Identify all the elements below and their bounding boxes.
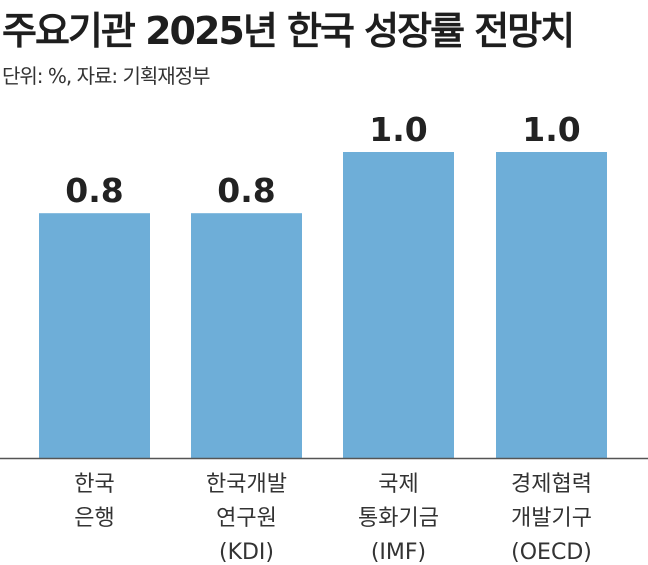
category-label-3-line-2: 통화기금 (358, 506, 439, 531)
value-label-2: 0.8 (217, 171, 275, 210)
category-label-3-line-1: 국제 (378, 472, 418, 497)
bar-3 (343, 152, 454, 458)
chart-subtitle: 단위: %, 자료: 기획재정부 (2, 64, 211, 88)
category-label-4-line-2: 개발기구 (511, 506, 592, 531)
category-label-2-line-3: (KDI) (219, 540, 274, 565)
category-label-1-line-1: 한국 (74, 472, 114, 497)
category-label-3-line-3: (IMF) (371, 540, 426, 565)
value-label-4: 1.0 (522, 110, 580, 149)
category-label-4-line-1: 경제협력 (511, 472, 592, 497)
bar-1 (39, 213, 150, 458)
category-label-1-line-2: 은행 (74, 506, 114, 531)
bar-4 (496, 152, 607, 458)
value-label-3: 1.0 (369, 110, 427, 149)
category-label-2-line-1: 한국개발 (206, 472, 287, 497)
category-label-2-line-2: 연구원 (216, 506, 277, 531)
value-label-1: 0.8 (65, 171, 123, 210)
category-label-4-line-3: (OECD) (511, 540, 592, 565)
chart-title: 주요기관 2025년 한국 성장률 전망치 (2, 9, 575, 53)
bar-2 (191, 213, 302, 458)
